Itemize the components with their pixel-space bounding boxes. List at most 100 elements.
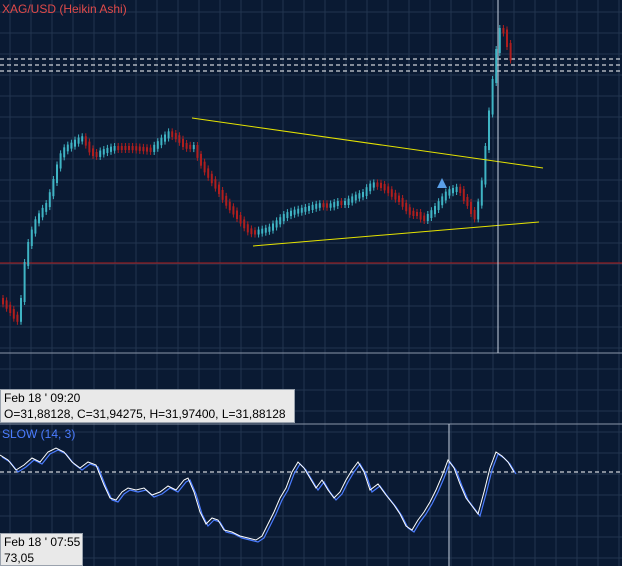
bullish-candle: [77, 137, 80, 144]
bullish-candle: [23, 262, 26, 302]
oscillator-title: SLOW (14, 3): [2, 427, 76, 441]
bearish-candle: [340, 201, 343, 205]
osc-main-line: [0, 447, 515, 541]
bullish-candle: [38, 213, 40, 224]
bullish-candle: [272, 223, 274, 231]
bearish-candle: [171, 131, 174, 137]
bearish-candle: [138, 146, 141, 151]
osc-info-box: Feb 18 ' 07:55 73,05: [0, 533, 83, 566]
bullish-candle: [30, 229, 33, 246]
bullish-candle: [102, 149, 105, 155]
bearish-candle: [250, 228, 253, 235]
bullish-candle: [430, 210, 433, 218]
bullish-candle: [160, 137, 163, 146]
bullish-candle: [167, 131, 170, 139]
bearish-candle: [142, 146, 145, 152]
bullish-candle: [192, 145, 195, 150]
bullish-candle: [488, 110, 490, 150]
bearish-candle: [509, 43, 512, 61]
bullish-candle: [164, 134, 166, 142]
bullish-candle: [56, 164, 58, 183]
bearish-candle: [135, 146, 138, 151]
bearish-candle: [398, 195, 400, 202]
bearish-candle: [149, 147, 152, 152]
bullish-candle: [63, 147, 66, 158]
bearish-candle: [236, 210, 238, 219]
bearish-candle: [95, 152, 98, 157]
bullish-candle: [45, 203, 48, 212]
bearish-candle: [210, 173, 213, 184]
bearish-candle: [9, 304, 12, 314]
bearish-candle: [246, 224, 249, 233]
buy-arrow-icon: [437, 178, 447, 188]
bullish-candle: [344, 201, 346, 205]
bullish-candle: [156, 141, 159, 149]
bullish-candle: [437, 201, 440, 210]
bullish-candle: [304, 206, 307, 212]
bearish-candle: [207, 168, 210, 178]
upper-trendline: [191, 117, 544, 169]
bearish-candle: [408, 207, 411, 215]
bearish-candle: [84, 136, 87, 146]
bearish-candle: [120, 146, 123, 150]
bullish-candle: [261, 228, 264, 234]
bullish-candle: [70, 142, 73, 149]
bearish-candle: [12, 309, 15, 319]
bearish-candle: [405, 202, 408, 212]
bearish-candle: [502, 28, 505, 34]
osc-info-time: Feb 18 ' 07:55: [4, 535, 81, 549]
bullish-candle: [448, 189, 451, 196]
bullish-candle: [351, 196, 354, 203]
bearish-candle: [412, 210, 415, 216]
bearish-candle: [88, 141, 91, 153]
bearish-candle: [473, 210, 476, 220]
bullish-candle: [293, 209, 296, 215]
bullish-candle: [66, 144, 69, 152]
bearish-candle: [5, 300, 8, 309]
bearish-candle: [239, 215, 242, 224]
bullish-candle: [106, 147, 109, 154]
bearish-candle: [182, 138, 184, 147]
bearish-candle: [178, 135, 181, 143]
bearish-candle: [232, 206, 235, 215]
main-chart-title: XAG/USD (Heikin Ashi): [2, 2, 127, 16]
bearish-candle: [506, 29, 508, 47]
bearish-candle: [470, 201, 472, 214]
bearish-candle: [117, 146, 120, 150]
bullish-candle: [99, 150, 102, 157]
bearish-candle: [322, 203, 325, 208]
bullish-candle: [426, 214, 429, 221]
bearish-candle: [416, 212, 418, 216]
bearish-candle: [16, 314, 19, 322]
bullish-candle: [74, 139, 76, 147]
bullish-candle: [354, 194, 357, 201]
bearish-candle: [92, 148, 94, 156]
bullish-candle: [34, 219, 37, 234]
bullish-candle: [268, 226, 271, 232]
bullish-candle: [484, 146, 487, 185]
bullish-candle: [290, 210, 292, 217]
bullish-candle: [455, 186, 458, 192]
bullish-candle: [257, 229, 260, 235]
bullish-candle: [279, 217, 282, 225]
bearish-candle: [200, 153, 202, 166]
bearish-candle: [462, 189, 465, 201]
bullish-candle: [434, 206, 436, 215]
bullish-candle: [362, 192, 364, 198]
bearish-candle: [387, 186, 390, 194]
bearish-candle: [189, 144, 192, 150]
bearish-candle: [459, 186, 462, 193]
bullish-candle: [498, 28, 501, 53]
bearish-candle: [146, 147, 148, 152]
bearish-candle: [2, 298, 4, 305]
bearish-candle: [131, 146, 134, 151]
bearish-candle: [390, 189, 393, 197]
bearish-candle: [185, 143, 188, 149]
main-info-box: Feb 18 ' 09:20 O=31,88128, C=31,94275, H…: [0, 389, 295, 423]
bullish-candle: [336, 201, 339, 207]
bullish-candle: [275, 220, 278, 228]
bearish-candle: [203, 161, 206, 173]
main-info-time: Feb 18 ' 09:20: [4, 391, 81, 405]
